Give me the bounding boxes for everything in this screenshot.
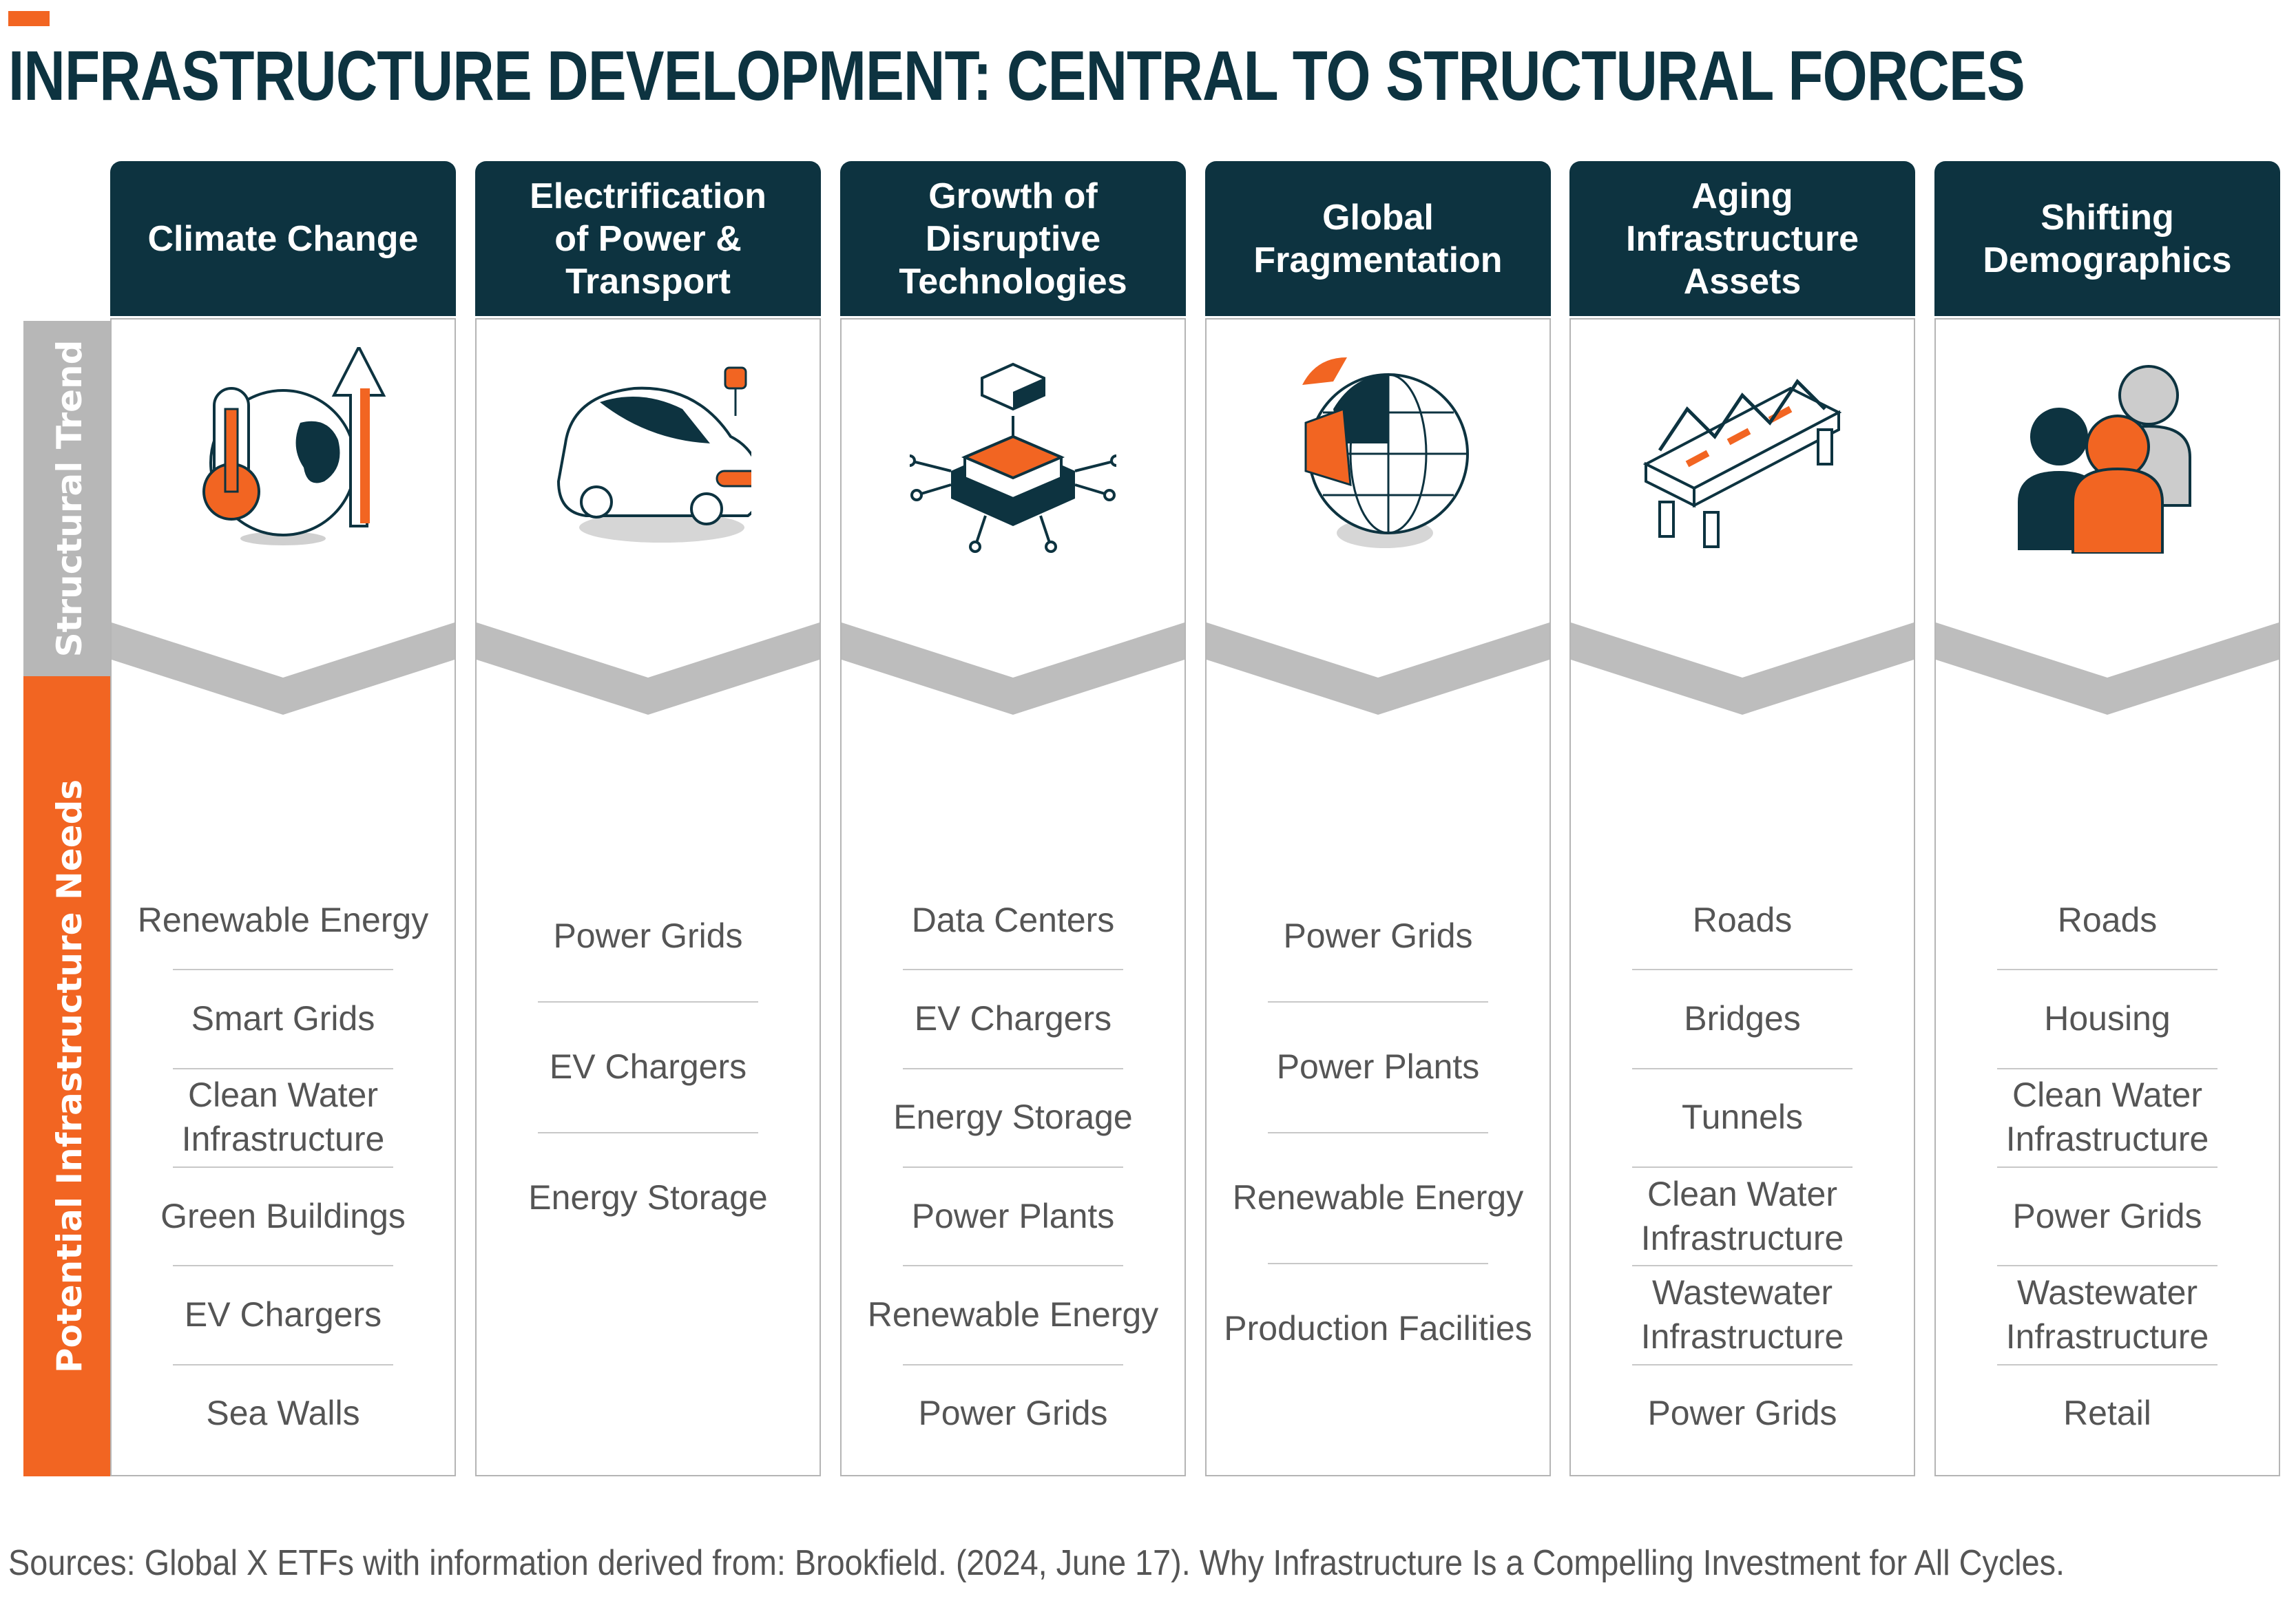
- need-item: EV Chargers: [112, 1265, 455, 1363]
- trend-chevron: [1936, 622, 2279, 715]
- column-body: Roads Bridges Tunnels Clean Water Infrastru…: [1569, 318, 1915, 1476]
- need-item: Clean Water Infrastructure: [1936, 1067, 2279, 1166]
- force-column: Shifting Demographics Roads Housing Clean W…: [1934, 161, 2280, 1476]
- need-item: Wastewater Infrastructure: [1936, 1265, 2279, 1363]
- structural-trend-text: Structural Trend: [50, 339, 90, 658]
- need-item: Retail: [1936, 1363, 2279, 1463]
- trend-chevron: [477, 622, 820, 715]
- need-item: Clean Water Infrastructure: [1571, 1166, 1914, 1265]
- electric-car-plug-icon: [557, 366, 751, 544]
- need-item: Housing: [1936, 969, 2279, 1067]
- need-item: Roads: [1692, 900, 1793, 939]
- need-item: Roads: [2057, 900, 2158, 939]
- trend-chevron: [112, 622, 455, 715]
- column-header: Electrification of Power & Transport: [475, 161, 821, 316]
- people-group-icon: [2016, 365, 2191, 554]
- need-item: Clean Water Infrastructure: [112, 1067, 455, 1166]
- need-item: Tunnels: [1571, 1067, 1914, 1166]
- force-column: Global Fragmentation Power Grids Power Pla…: [1205, 161, 1551, 1476]
- needs-list: Data Centers EV Chargers Energy Storage Pow…: [842, 870, 1184, 1463]
- column-header-text: Global Fragmentation: [1253, 197, 1503, 280]
- column-header: Growth of Disruptive Technologies: [840, 161, 1186, 316]
- infrastructure-needs-text: Potential Infrastructure Needs: [50, 779, 90, 1374]
- need-item: Bridges: [1571, 969, 1914, 1067]
- title-accent-bar: [8, 11, 50, 26]
- column-body: Data Centers EV Chargers Energy Storage Pow…: [840, 318, 1186, 1476]
- need-item: Production Facilities: [1207, 1263, 1549, 1394]
- need-item: Green Buildings: [112, 1166, 455, 1265]
- page-title: INFRASTRUCTURE DEVELOPMENT: CENTRAL TO S…: [8, 36, 2025, 115]
- need-item: Data Centers: [911, 900, 1115, 939]
- need-item: Wastewater Infrastructure: [1571, 1265, 1914, 1363]
- column-header-text: Electrification of Power & Transport: [530, 176, 766, 302]
- column-header-text: Aging Infrastructure Assets: [1625, 176, 1859, 302]
- column-header-text: Shifting Demographics: [1983, 197, 2232, 280]
- sources-note: Sources: Global X ETFs with information …: [8, 1543, 2065, 1583]
- column-body: Power Grids EV Chargers Energy Storage: [475, 318, 821, 1476]
- column-body: Renewable Energy Smart Grids Clean Water I…: [110, 318, 456, 1476]
- column-header: Shifting Demographics: [1934, 161, 2280, 316]
- need-item: Renewable Energy: [1207, 1132, 1549, 1263]
- trend-chevron: [1207, 622, 1549, 715]
- needs-list: Power Grids Power Plants Renewable Energy P…: [1207, 870, 1549, 1394]
- need-item: EV Chargers: [842, 969, 1184, 1067]
- force-column: Electrification of Power & Transport Powe…: [475, 161, 821, 1476]
- thermometer-globe-arrow-icon: [202, 347, 385, 547]
- column-header: Global Fragmentation: [1205, 161, 1551, 316]
- need-item: Power Grids: [553, 917, 743, 955]
- truss-bridge-icon: [1639, 347, 1846, 554]
- column-body: Power Grids Power Plants Renewable Energy P…: [1205, 318, 1551, 1476]
- microchip-icon: [910, 363, 1116, 553]
- need-item: Power Grids: [1571, 1363, 1914, 1463]
- force-column: Climate Change Renewable Energy Smart Grid…: [110, 161, 456, 1476]
- need-item: Smart Grids: [112, 969, 455, 1067]
- column-header: Climate Change: [110, 161, 456, 316]
- need-item: Power Grids: [1936, 1166, 2279, 1265]
- need-item: Power Grids: [1283, 917, 1473, 955]
- structural-trend-label: Structural Trend: [23, 321, 116, 676]
- need-item: Power Plants: [1207, 1001, 1549, 1132]
- trend-chevron: [842, 622, 1184, 715]
- column-header-text: Climate Change: [147, 218, 419, 259]
- force-column: Aging Infrastructure Assets Roads Bridges T…: [1569, 161, 1915, 1476]
- column-header-text: Growth of Disruptive Technologies: [899, 176, 1127, 302]
- need-item: Power Grids: [842, 1363, 1184, 1463]
- need-item: Renewable Energy: [842, 1265, 1184, 1363]
- need-item: Sea Walls: [112, 1363, 455, 1463]
- needs-list: Power Grids EV Chargers Energy Storage: [477, 870, 820, 1263]
- need-item: Renewable Energy: [137, 900, 429, 939]
- needs-list: Roads Housing Clean Water Infrastructure Po…: [1936, 870, 2279, 1463]
- infrastructure-needs-label: Potential Infrastructure Needs: [23, 676, 116, 1476]
- need-item: EV Chargers: [477, 1001, 820, 1132]
- need-item: Energy Storage: [477, 1132, 820, 1263]
- column-body: Roads Housing Clean Water Infrastructure Po…: [1934, 318, 2280, 1476]
- column-header: Aging Infrastructure Assets: [1569, 161, 1915, 316]
- trend-chevron: [1571, 622, 1914, 715]
- needs-list: Renewable Energy Smart Grids Clean Water I…: [112, 870, 455, 1463]
- need-item: Power Plants: [842, 1166, 1184, 1265]
- fragmented-globe-icon: [1301, 356, 1469, 549]
- need-item: Energy Storage: [842, 1067, 1184, 1166]
- needs-list: Roads Bridges Tunnels Clean Water Infrastru…: [1571, 870, 1914, 1463]
- force-column: Growth of Disruptive Technologies Data Ce…: [840, 161, 1186, 1476]
